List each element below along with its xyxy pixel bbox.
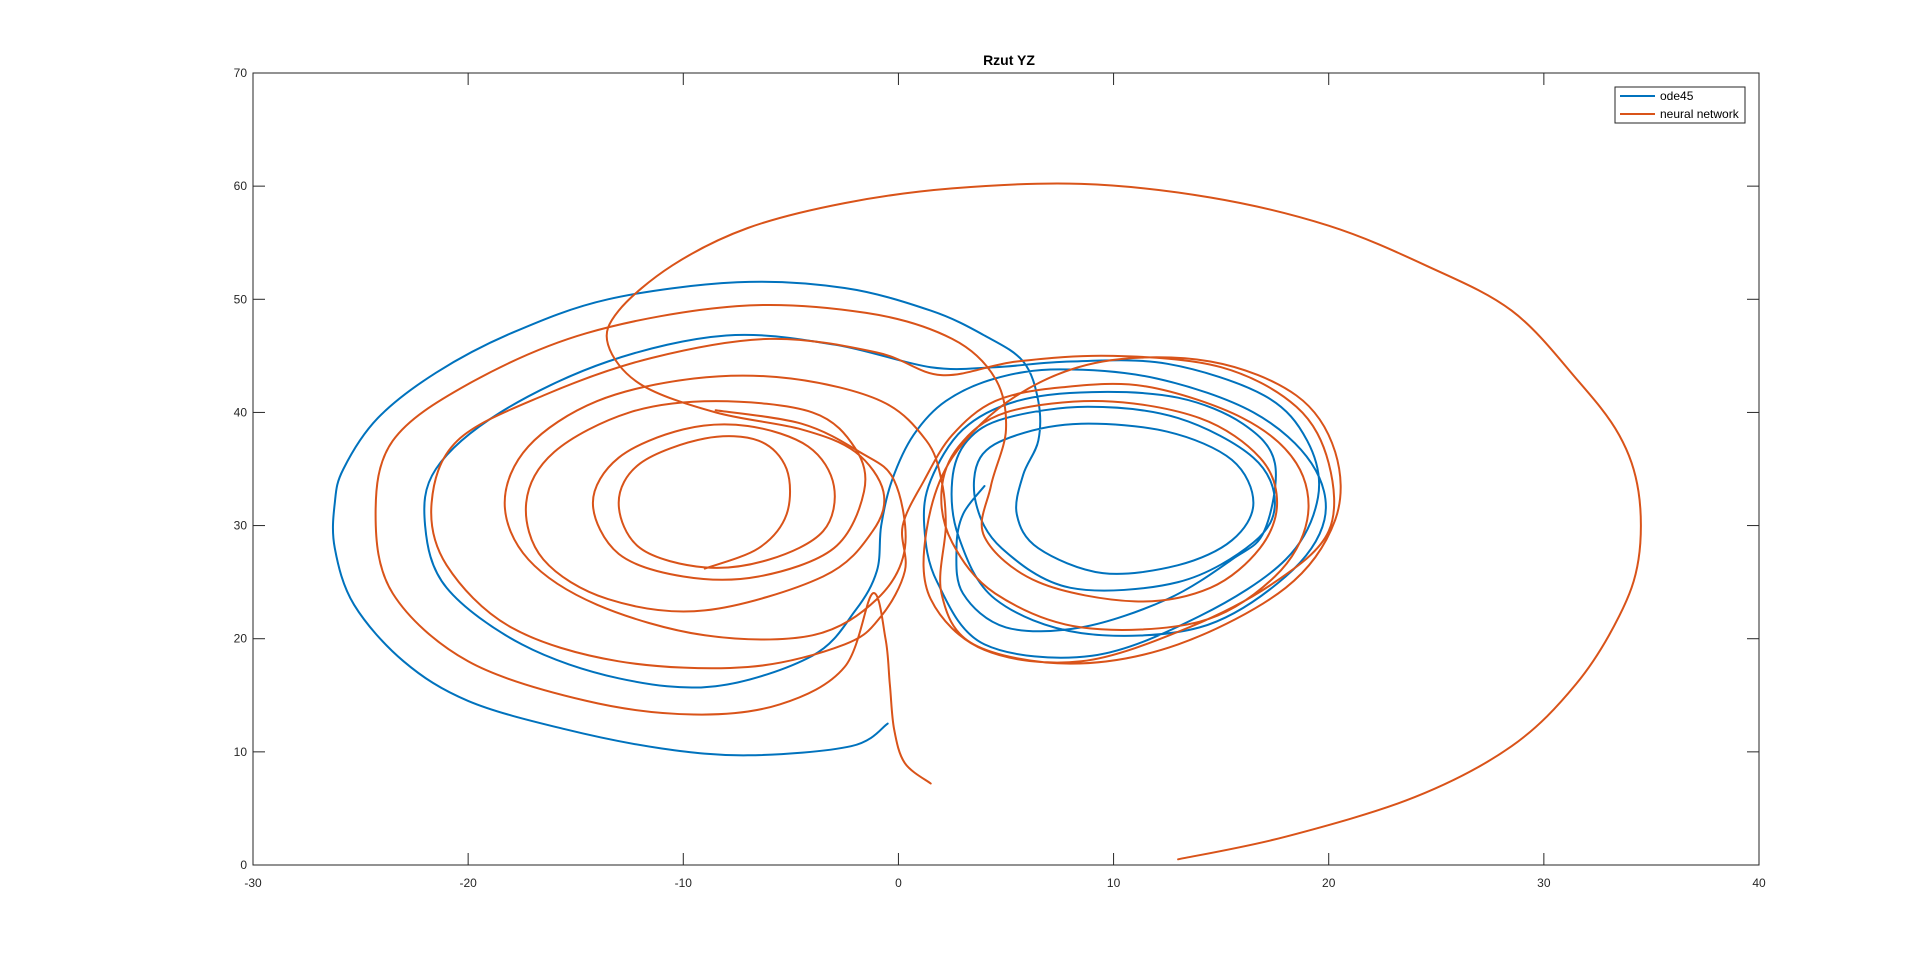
x-tick-label: -30 [244, 876, 262, 890]
x-tick-label: -20 [459, 876, 477, 890]
plot-area [252, 72, 1760, 866]
x-tick-label: 10 [1107, 876, 1121, 890]
x-tick-label: 30 [1537, 876, 1551, 890]
y-tick-label: 40 [234, 405, 248, 419]
series-layer [331, 182, 1642, 861]
y-tick-label: 10 [234, 745, 248, 759]
series-line-ode45-0 [331, 280, 1327, 757]
x-tick-label: 20 [1322, 876, 1336, 890]
y-tick-label: 20 [234, 632, 248, 646]
axis-ticks: -30 -20 -10 0 10 20 30 40 0 10 20 30 40 50 60 70 [234, 66, 1766, 890]
series-line-neural-network-1 [524, 182, 1642, 861]
legend: ode45 neural network [1614, 86, 1746, 124]
series-line-neural-network-2 [374, 303, 1342, 785]
y-tick-label: 0 [240, 858, 247, 872]
y-tick-label: 50 [234, 292, 248, 306]
y-tick-label: 70 [234, 66, 248, 80]
legend-label-neural-network: neural network [1660, 107, 1740, 121]
legend-box [1614, 86, 1746, 124]
legend-label-ode45: ode45 [1660, 89, 1694, 103]
x-tick-label: 40 [1752, 876, 1766, 890]
x-tick-label: -10 [675, 876, 693, 890]
y-tick-label: 60 [234, 179, 248, 193]
x-tick-label: 0 [895, 876, 902, 890]
chart-title: Rzut YZ [983, 52, 1035, 68]
y-tick-label: 30 [234, 519, 248, 533]
